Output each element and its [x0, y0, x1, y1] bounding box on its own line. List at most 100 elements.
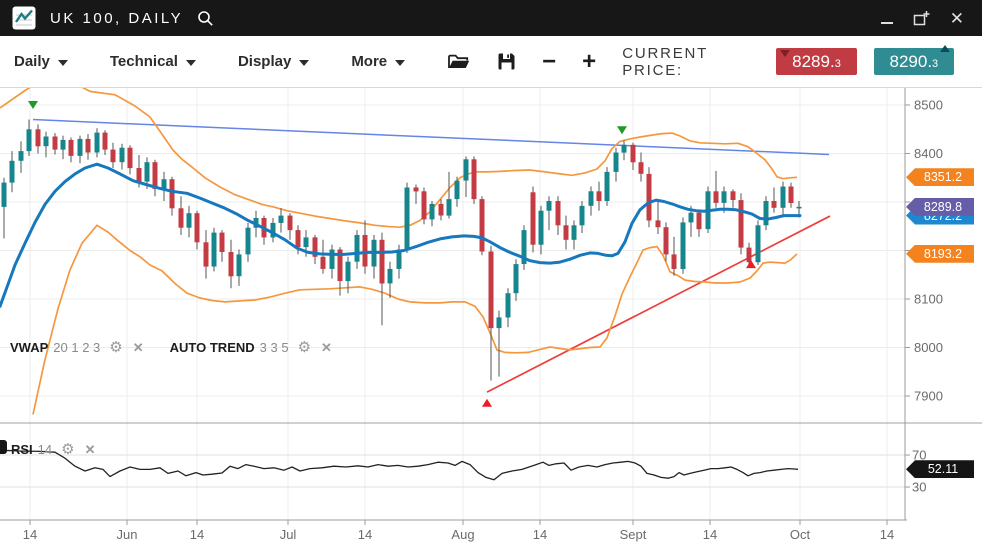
candle — [763, 201, 769, 226]
close-icon[interactable]: ✕ — [132, 340, 144, 355]
candle — [596, 191, 602, 201]
sell-price-badge[interactable]: 8289. 3 — [776, 48, 857, 75]
popout-icon[interactable] — [913, 10, 930, 26]
candle — [496, 317, 502, 329]
candle — [796, 206, 802, 209]
vwap-params: 20 1 2 3 — [53, 340, 101, 355]
arrow-up-icon — [940, 45, 951, 52]
candles-layer — [1, 119, 802, 381]
gear-icon[interactable]: ⚙ — [109, 339, 123, 356]
menu-technical-label: Technical — [109, 53, 178, 70]
series-layer — [0, 88, 831, 481]
rsi-line — [0, 449, 799, 481]
candle — [454, 180, 460, 200]
candle — [320, 256, 326, 269]
candle — [345, 261, 351, 282]
candle — [563, 225, 569, 240]
candle — [329, 249, 335, 269]
candle — [245, 227, 251, 255]
chevron-down-icon — [185, 59, 196, 66]
buy-price-badge[interactable]: 8290. 3 — [873, 45, 955, 75]
candle — [136, 168, 142, 182]
candle — [479, 199, 485, 252]
svg-text:14: 14 — [533, 527, 547, 542]
svg-text:8000: 8000 — [914, 340, 943, 355]
svg-text:30: 30 — [912, 480, 926, 495]
svg-text:Aug: Aug — [451, 527, 474, 542]
chevron-down-icon — [57, 59, 68, 66]
gear-icon[interactable]: ⚙ — [297, 339, 312, 356]
zoom-out-icon[interactable]: − — [542, 47, 557, 75]
candle — [144, 162, 150, 182]
save-icon[interactable] — [497, 52, 516, 71]
candle — [186, 213, 192, 228]
svg-text:Jun: Jun — [117, 527, 138, 542]
svg-text:8500: 8500 — [914, 98, 943, 113]
svg-text:Sept: Sept — [620, 527, 647, 542]
menu-daily[interactable]: Daily — [14, 53, 68, 70]
price-tag: 8289.8 — [906, 197, 974, 216]
price-tag: 52.11 — [906, 460, 974, 479]
candle — [463, 159, 469, 181]
gear-icon[interactable]: ⚙ — [61, 441, 75, 458]
svg-text:7900: 7900 — [914, 389, 943, 404]
candle — [513, 264, 519, 294]
chart-plot[interactable]: 8500 8400 8100 8000 7900 70 30 14 Jun 14 Jul 14 Aug 1… — [0, 88, 982, 550]
menu-technical[interactable]: Technical — [110, 53, 196, 70]
candle — [354, 235, 360, 262]
candle — [127, 147, 133, 169]
candle — [178, 208, 184, 228]
open-folder-icon[interactable] — [447, 52, 471, 72]
title-bar: UK 100, DAILY ✕ — [0, 0, 982, 36]
menu-daily-label: Daily — [14, 53, 50, 70]
auto-trend-params: 3 3 5 — [259, 340, 289, 355]
candle — [746, 247, 752, 263]
candle — [203, 242, 209, 267]
window-controls: ✕ — [880, 8, 970, 28]
menu-more[interactable]: More — [351, 53, 406, 70]
candle — [152, 162, 158, 189]
candle — [771, 201, 777, 208]
candle — [270, 222, 276, 238]
axis-labels: 8500 8400 8100 8000 7900 70 30 14 Jun 14 Jul 14 Aug 1… — [23, 98, 943, 543]
close-icon[interactable]: ✕ — [949, 8, 964, 28]
menu-display[interactable]: Display — [238, 53, 310, 70]
triangle-up-marker — [746, 260, 756, 269]
candle — [713, 191, 719, 203]
candle — [630, 144, 636, 163]
search-icon[interactable] — [197, 10, 214, 27]
price-tag: 8193.2 — [906, 244, 974, 263]
candle — [396, 249, 402, 269]
candle — [68, 139, 74, 156]
chart-toolbar: Daily Technical Display More − — [0, 36, 982, 88]
candle — [35, 129, 41, 147]
sell-price-value: 8289. — [792, 51, 835, 71]
candle — [530, 192, 536, 245]
close-icon[interactable]: ✕ — [84, 442, 96, 457]
candle — [94, 132, 100, 153]
candle — [421, 191, 427, 220]
candle — [555, 201, 561, 226]
candle — [579, 205, 585, 226]
svg-text:14: 14 — [190, 527, 204, 542]
chart-line-icon — [12, 6, 36, 30]
zoom-in-icon[interactable]: + — [582, 47, 597, 75]
bollinger-lower-band — [32, 224, 798, 415]
candle — [471, 159, 477, 200]
candle — [404, 187, 410, 250]
candle — [295, 230, 301, 248]
menu-more-label: More — [351, 53, 388, 70]
candle — [43, 136, 49, 147]
close-icon[interactable]: ✕ — [321, 340, 332, 355]
minimize-icon[interactable] — [880, 22, 893, 24]
rsi-legend-row: RSI 14 ⚙ ✕ — [11, 442, 96, 457]
candle — [571, 225, 577, 240]
candle — [119, 147, 125, 163]
candle — [287, 215, 293, 231]
svg-text:Jul: Jul — [280, 527, 297, 542]
candle — [337, 249, 343, 281]
candle — [194, 213, 200, 243]
auto-trend-label: AUTO TREND — [169, 340, 255, 355]
candle — [730, 191, 736, 200]
